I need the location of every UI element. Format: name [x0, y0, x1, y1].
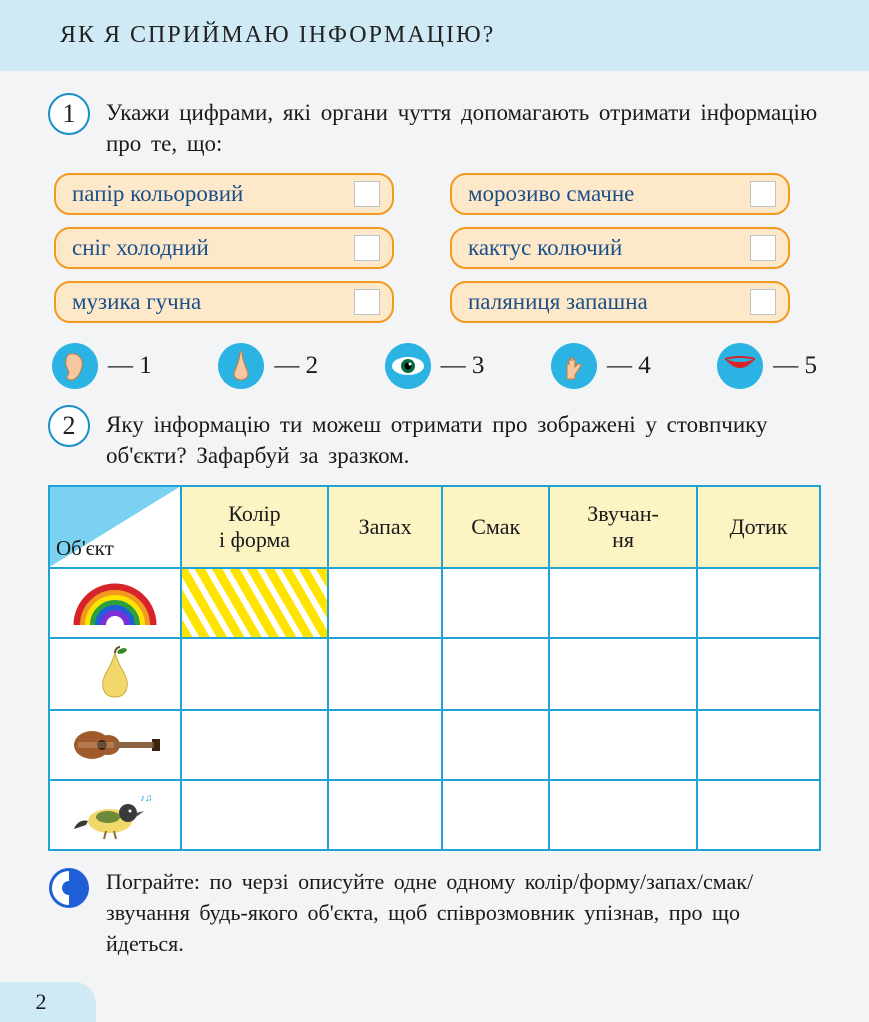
task-1: 1 Укажи цифрами, які органи чуття допома… [48, 93, 821, 159]
chip-label: сніг холодний [72, 235, 209, 261]
sense-mouth: — 5 [717, 343, 817, 389]
answer-box[interactable] [354, 289, 380, 315]
hand-icon [551, 343, 597, 389]
fill-cell[interactable] [549, 710, 697, 780]
object-guitar-cell [49, 710, 181, 780]
fill-cell[interactable] [442, 780, 549, 850]
nose-icon [218, 343, 264, 389]
sense-label: — 4 [607, 352, 651, 380]
page-content: 1 Укажи цифрами, які органи чуття допома… [0, 71, 869, 960]
task-2: 2 Яку інформацію ти можеш отримати про з… [48, 405, 821, 471]
fill-cell[interactable] [328, 710, 442, 780]
chip-column-left: папір кольоровий сніг холодний музика гу… [54, 173, 394, 323]
chip-icecream-tasty: морозиво смачне [450, 173, 790, 215]
table-row: ♪♫ [49, 780, 820, 850]
sense-label: — 1 [108, 352, 152, 380]
chip-label: морозиво смачне [468, 181, 634, 207]
table-row [49, 638, 820, 710]
fill-cell[interactable] [697, 568, 820, 638]
chip-cactus-prickly: кактус колючий [450, 227, 790, 269]
page-number: 2 [0, 982, 96, 1022]
page-header: ЯК Я СПРИЙМАЮ ІНФОРМАЦІЮ? [0, 0, 869, 71]
fill-cell[interactable] [697, 710, 820, 780]
fill-cell[interactable] [328, 780, 442, 850]
mouth-icon [717, 343, 763, 389]
col-smell: Запах [328, 486, 442, 568]
chip-label: музика гучна [72, 289, 201, 315]
col-taste: Смак [442, 486, 549, 568]
sense-hand: — 4 [551, 343, 651, 389]
senses-legend: — 1 — 2 — 3 — 4 — 5 [52, 343, 817, 389]
answer-box[interactable] [354, 181, 380, 207]
ear-icon [52, 343, 98, 389]
col-sound: Звучан-ня [549, 486, 697, 568]
senses-table: Об'єкт Колірі форма Запах Смак Звучан-ня… [48, 485, 821, 851]
task-2-text: Яку інформацію ти можеш отримати про зоб… [106, 405, 821, 471]
sense-ear: — 1 [52, 343, 152, 389]
fill-cell[interactable] [549, 638, 697, 710]
sense-eye: — 3 [385, 343, 485, 389]
sense-nose: — 2 [218, 343, 318, 389]
svg-text:♪♫: ♪♫ [140, 793, 153, 804]
object-rainbow-cell [49, 568, 181, 638]
footer-text: Пограйте: по черзі описуйте одне одному … [106, 867, 821, 959]
pair-activity-icon [48, 867, 90, 909]
sense-label: — 5 [773, 352, 817, 380]
table-row [49, 710, 820, 780]
guitar-icon [68, 723, 162, 767]
table-corner-cell: Об'єкт [49, 486, 181, 568]
chip-music-loud: музика гучна [54, 281, 394, 323]
fill-cell[interactable] [442, 638, 549, 710]
fill-cell[interactable] [181, 568, 328, 638]
chip-bread-fragrant: паляниця запашна [450, 281, 790, 323]
rainbow-icon [73, 579, 157, 627]
chip-paper-colored: папір кольоровий [54, 173, 394, 215]
footer-activity: Пограйте: по черзі описуйте одне одному … [48, 867, 821, 959]
fill-cell[interactable] [328, 638, 442, 710]
chip-label: кактус колючий [468, 235, 622, 261]
task-1-text: Укажи цифрами, які органи чуття допомага… [106, 93, 821, 159]
sense-label: — 3 [441, 352, 485, 380]
chip-column-right: морозиво смачне кактус колючий паляниця … [450, 173, 790, 323]
chip-snow-cold: сніг холодний [54, 227, 394, 269]
chip-label: папір кольоровий [72, 181, 243, 207]
sense-label: — 2 [274, 352, 318, 380]
chip-grid: папір кольоровий сніг холодний музика гу… [54, 173, 821, 323]
eye-icon [385, 343, 431, 389]
fill-cell[interactable] [549, 780, 697, 850]
table-row [49, 568, 820, 638]
fill-cell[interactable] [442, 568, 549, 638]
fill-cell[interactable] [328, 568, 442, 638]
fill-cell[interactable] [181, 638, 328, 710]
object-bird-cell: ♪♫ [49, 780, 181, 850]
col-touch: Дотик [697, 486, 820, 568]
task-1-number: 1 [48, 93, 90, 135]
bird-icon: ♪♫ [70, 789, 160, 841]
answer-box[interactable] [750, 181, 776, 207]
corner-label: Об'єкт [56, 536, 114, 561]
table-header-row: Об'єкт Колірі форма Запах Смак Звучан-ня… [49, 486, 820, 568]
chip-label: паляниця запашна [468, 289, 648, 315]
fill-cell[interactable] [181, 780, 328, 850]
fill-cell[interactable] [442, 710, 549, 780]
fill-cell[interactable] [697, 638, 820, 710]
object-pear-cell [49, 638, 181, 710]
fill-cell[interactable] [697, 780, 820, 850]
answer-box[interactable] [354, 235, 380, 261]
answer-box[interactable] [750, 235, 776, 261]
answer-box[interactable] [750, 289, 776, 315]
task-2-number: 2 [48, 405, 90, 447]
pear-icon [90, 645, 140, 703]
fill-cell[interactable] [181, 710, 328, 780]
fill-cell[interactable] [549, 568, 697, 638]
col-color-shape: Колірі форма [181, 486, 328, 568]
